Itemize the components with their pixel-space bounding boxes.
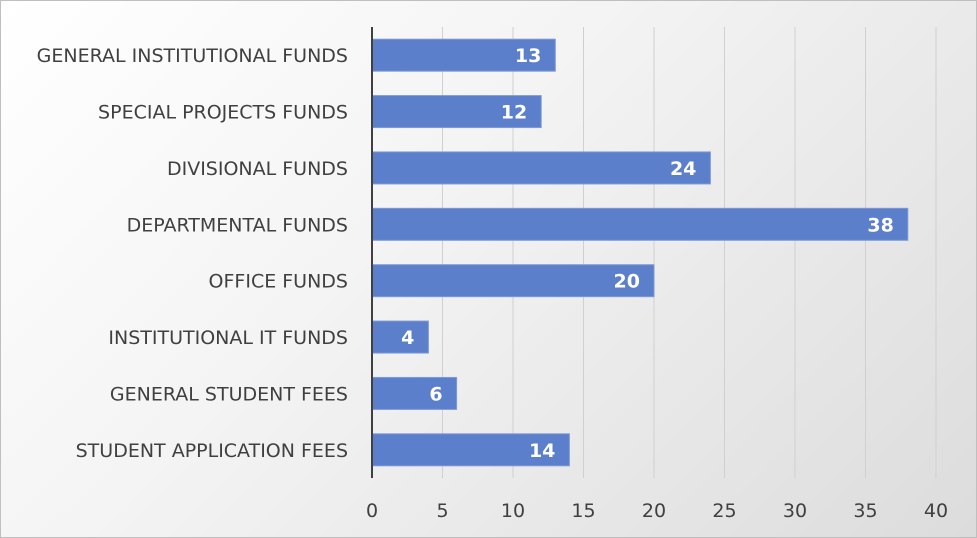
category-labels: GENERAL INSTITUTIONAL FUNDS SPECIAL PROJE… bbox=[37, 45, 348, 462]
gridlines bbox=[442, 27, 937, 478]
x-tick-label: 40 bbox=[924, 500, 948, 522]
x-tick-label: 15 bbox=[571, 500, 595, 522]
bar bbox=[371, 95, 542, 129]
category-label: INSTITUTIONAL IT FUNDS bbox=[108, 327, 348, 349]
x-tick-labels: 0 5 10 15 20 25 30 35 40 bbox=[366, 500, 948, 522]
bar bbox=[371, 376, 458, 410]
data-label: 14 bbox=[529, 440, 555, 462]
category-label: GENERAL INSTITUTIONAL FUNDS bbox=[37, 45, 348, 67]
data-label: 13 bbox=[515, 45, 541, 67]
x-tick-label: 0 bbox=[366, 500, 378, 522]
x-tick-label: 5 bbox=[436, 500, 448, 522]
bar bbox=[371, 433, 570, 467]
data-label: 24 bbox=[670, 158, 696, 180]
category-label: DEPARTMENTAL FUNDS bbox=[127, 214, 348, 236]
category-label: OFFICE FUNDS bbox=[209, 271, 348, 293]
bar bbox=[371, 207, 909, 241]
data-label: 12 bbox=[501, 102, 527, 124]
data-label: 38 bbox=[867, 214, 893, 236]
x-tick-label: 30 bbox=[783, 500, 807, 522]
data-label: 6 bbox=[429, 383, 442, 405]
x-tick-label: 35 bbox=[853, 500, 877, 522]
bar bbox=[371, 151, 711, 185]
x-tick-label: 25 bbox=[712, 500, 736, 522]
category-label: SPECIAL PROJECTS FUNDS bbox=[98, 102, 348, 124]
category-label: STUDENT APPLICATION FEES bbox=[76, 440, 348, 462]
category-label: DIVISIONAL FUNDS bbox=[167, 158, 348, 180]
data-label: 20 bbox=[614, 271, 640, 293]
category-label: GENERAL STUDENT FEES bbox=[110, 383, 348, 405]
data-label: 4 bbox=[401, 327, 414, 349]
x-tick-label: 10 bbox=[501, 500, 525, 522]
bar bbox=[371, 264, 655, 298]
bars: 13 12 24 38 20 4 6 14 bbox=[371, 38, 909, 467]
bar bbox=[371, 320, 429, 354]
x-tick-label: 20 bbox=[642, 500, 666, 522]
